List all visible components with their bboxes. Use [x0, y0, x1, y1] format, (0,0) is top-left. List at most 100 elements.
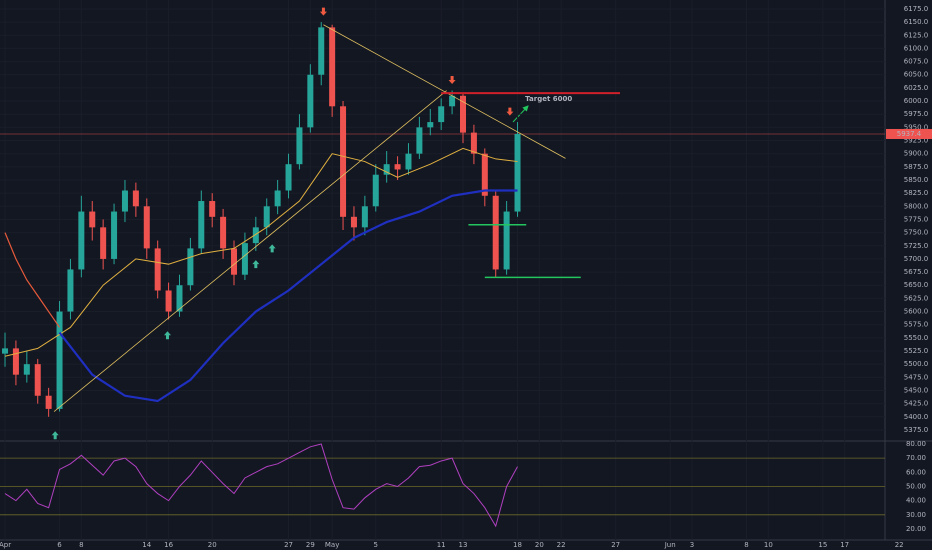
moving-average: [58, 189, 518, 403]
x-tick-label: May: [325, 541, 339, 549]
x-tick-label: 5: [374, 541, 378, 549]
candle-body: [187, 248, 194, 286]
signal-arrow: [252, 260, 260, 269]
candle-body: [503, 211, 510, 270]
rsi-tick-label: 40.00: [906, 497, 926, 505]
candle-body: [416, 127, 423, 154]
x-tick-label: 14: [142, 541, 151, 549]
trendline: [323, 24, 566, 159]
y-tick-label: 6150.0: [904, 18, 929, 26]
y-tick-label: 6175.0: [904, 5, 929, 13]
last-price-label: 5937.4: [897, 130, 922, 138]
candle-body: [231, 248, 238, 275]
candle-body: [263, 206, 270, 228]
x-tick-label: Jun: [664, 541, 676, 549]
y-tick-label: 5850.0: [904, 176, 929, 184]
x-tick-label: 17: [840, 541, 849, 549]
rsi-tick-label: 20.00: [906, 525, 926, 533]
y-tick-label: 5675.0: [904, 268, 929, 276]
x-tick-label: 13: [459, 541, 468, 549]
candle-body: [143, 206, 150, 249]
x-tick-label: 20: [208, 541, 217, 549]
x-tick-label: 22: [557, 541, 566, 549]
signal-arrow: [268, 244, 276, 253]
y-tick-label: 5425.0: [904, 400, 929, 408]
y-tick-label: 5575.0: [904, 321, 929, 329]
candle-body: [176, 285, 183, 312]
y-tick-label: 5375.0: [904, 426, 929, 434]
signal-arrow: [319, 7, 327, 16]
candle-body: [340, 106, 347, 217]
y-tick-label: 5900.0: [904, 150, 929, 158]
x-tick-label: 15: [818, 541, 827, 549]
candle-body: [165, 290, 172, 312]
candle-body: [394, 164, 401, 170]
candle-body: [492, 195, 499, 270]
y-tick-label: 6050.0: [904, 71, 929, 79]
candle-body: [198, 201, 205, 249]
candle-body: [481, 153, 488, 196]
y-tick-label: 5500.0: [904, 360, 929, 368]
y-tick-label: 6075.0: [904, 58, 929, 66]
y-tick-label: 5475.0: [904, 373, 929, 381]
y-tick-label: 5975.0: [904, 110, 929, 118]
candle-body: [307, 74, 314, 128]
candle-body: [154, 248, 161, 291]
signal-arrow: [51, 431, 59, 440]
signal-arrow: [163, 331, 171, 340]
y-tick-label: 5950.0: [904, 123, 929, 131]
y-tick-label: 5775.0: [904, 215, 929, 223]
last-price-tag: [886, 128, 932, 139]
candle-body: [34, 364, 41, 396]
y-tick-label: 5450.0: [904, 386, 929, 394]
candle-body: [56, 311, 63, 409]
x-tick-label: 16: [164, 541, 173, 549]
y-tick-label: 5825.0: [904, 189, 929, 197]
y-tick-label: 5750.0: [904, 229, 929, 237]
candle-body: [100, 227, 107, 259]
candle-body: [241, 243, 248, 275]
x-tick-label: 29: [306, 541, 315, 549]
y-tick-label: 6000.0: [904, 97, 929, 105]
candle-body: [405, 153, 412, 170]
x-tick-label: 11: [437, 541, 446, 549]
candle-body: [449, 95, 456, 107]
y-tick-label: 5725.0: [904, 242, 929, 250]
candle-body: [514, 133, 521, 212]
x-tick-label: 27: [611, 541, 620, 549]
rsi-line: [4, 443, 518, 528]
candle-body: [67, 269, 74, 312]
candle-body: [318, 27, 325, 75]
y-tick-label: 6100.0: [904, 44, 929, 52]
x-tick-label: 20: [535, 541, 544, 549]
candle-body: [383, 164, 390, 175]
x-tick-label: 22: [895, 541, 904, 549]
y-tick-label: 5550.0: [904, 334, 929, 342]
y-tick-label: 5700.0: [904, 255, 929, 263]
candle-body: [438, 106, 445, 123]
y-tick-label: 5400.0: [904, 413, 929, 421]
candle-body: [45, 395, 52, 409]
candle-body: [329, 27, 336, 107]
candle-body: [132, 190, 139, 207]
y-tick-label: 5800.0: [904, 202, 929, 210]
candle-body: [427, 122, 434, 128]
y-tick-label: 5650.0: [904, 281, 929, 289]
candle-body: [23, 364, 30, 375]
candle-body: [121, 190, 128, 212]
candle-body: [372, 174, 379, 207]
annotation: Target 6000: [525, 95, 572, 103]
candle-body: [285, 164, 292, 191]
x-tick-label: Apr: [0, 541, 11, 549]
trendline: [53, 90, 447, 412]
candle-body: [12, 348, 19, 375]
rsi-tick-label: 70.00: [906, 454, 926, 462]
x-tick-label: 3: [690, 541, 694, 549]
candle-body: [274, 190, 281, 207]
candle-body: [296, 127, 303, 165]
y-tick-label: 5625.0: [904, 294, 929, 302]
candle-body: [252, 227, 259, 244]
candle-body: [361, 206, 368, 228]
y-tick-label: 5925.0: [904, 137, 929, 145]
